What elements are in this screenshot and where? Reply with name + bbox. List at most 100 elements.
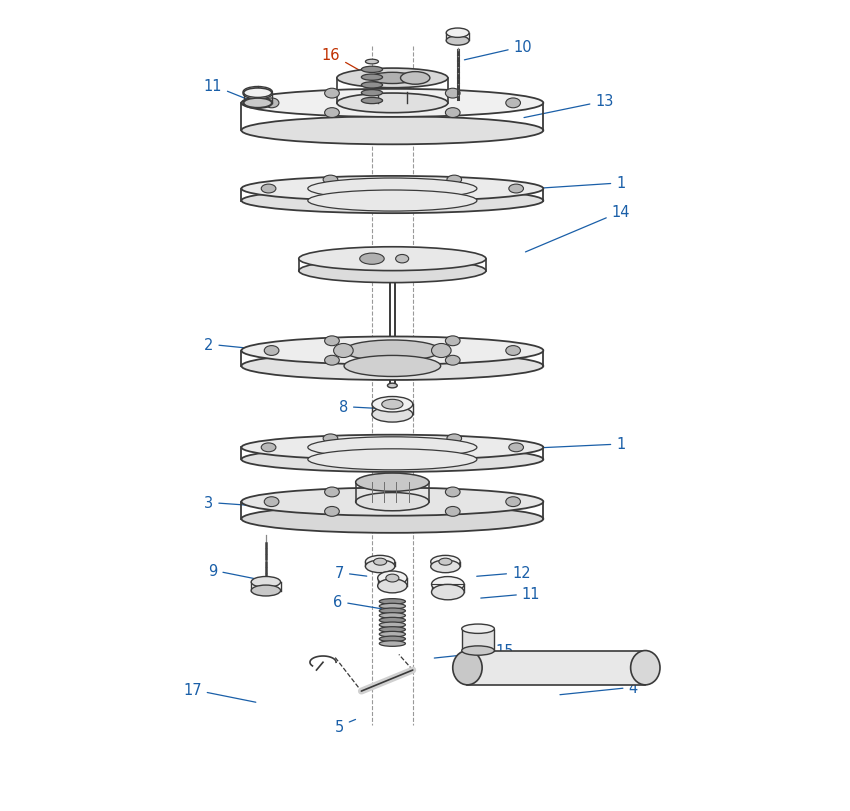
Ellipse shape <box>447 453 462 461</box>
Ellipse shape <box>447 176 462 185</box>
Ellipse shape <box>298 247 486 271</box>
Ellipse shape <box>361 83 382 89</box>
Ellipse shape <box>308 191 477 212</box>
Ellipse shape <box>386 574 399 582</box>
Ellipse shape <box>445 337 460 346</box>
Ellipse shape <box>241 337 543 365</box>
Ellipse shape <box>264 99 279 109</box>
Ellipse shape <box>308 449 477 470</box>
Ellipse shape <box>264 497 279 507</box>
Ellipse shape <box>344 356 440 377</box>
Ellipse shape <box>431 556 460 569</box>
Ellipse shape <box>308 178 477 200</box>
Ellipse shape <box>252 577 280 588</box>
Ellipse shape <box>244 89 272 98</box>
Ellipse shape <box>361 75 382 81</box>
Ellipse shape <box>244 99 272 109</box>
Ellipse shape <box>372 397 413 413</box>
Ellipse shape <box>366 60 378 65</box>
Ellipse shape <box>379 599 405 604</box>
Ellipse shape <box>360 254 384 265</box>
Ellipse shape <box>243 88 272 98</box>
Ellipse shape <box>355 474 429 491</box>
Text: 8: 8 <box>339 400 384 414</box>
Ellipse shape <box>379 608 405 614</box>
Text: 15: 15 <box>434 643 514 659</box>
Ellipse shape <box>372 407 413 423</box>
Ellipse shape <box>325 507 339 517</box>
Ellipse shape <box>379 637 405 642</box>
Ellipse shape <box>374 559 387 565</box>
Ellipse shape <box>379 632 405 637</box>
Ellipse shape <box>395 255 409 264</box>
Ellipse shape <box>400 72 430 85</box>
Ellipse shape <box>243 89 272 100</box>
Text: 9: 9 <box>208 563 261 580</box>
Ellipse shape <box>379 627 405 633</box>
Ellipse shape <box>241 447 543 472</box>
Text: 2: 2 <box>204 337 284 352</box>
Ellipse shape <box>325 109 339 118</box>
Ellipse shape <box>261 185 276 194</box>
Ellipse shape <box>241 177 543 202</box>
Ellipse shape <box>432 577 464 592</box>
Ellipse shape <box>323 435 337 444</box>
Ellipse shape <box>325 356 339 366</box>
Ellipse shape <box>445 507 460 517</box>
Text: 16: 16 <box>322 48 377 81</box>
Ellipse shape <box>445 487 460 497</box>
Ellipse shape <box>447 435 462 444</box>
Ellipse shape <box>379 641 405 646</box>
Text: 14: 14 <box>525 205 630 252</box>
Text: 5: 5 <box>335 719 355 734</box>
Text: 6: 6 <box>333 594 382 609</box>
Ellipse shape <box>241 488 543 516</box>
Ellipse shape <box>325 337 339 346</box>
Ellipse shape <box>241 505 543 533</box>
Ellipse shape <box>431 560 460 573</box>
Ellipse shape <box>439 559 452 565</box>
Ellipse shape <box>366 560 394 573</box>
Ellipse shape <box>446 29 469 38</box>
Ellipse shape <box>509 444 524 453</box>
Text: 17: 17 <box>183 682 256 702</box>
Ellipse shape <box>241 353 543 380</box>
Bar <box>462 629 495 650</box>
Ellipse shape <box>445 89 460 99</box>
Ellipse shape <box>370 73 415 84</box>
Ellipse shape <box>241 117 543 145</box>
Ellipse shape <box>325 89 339 99</box>
Ellipse shape <box>308 437 477 458</box>
Ellipse shape <box>379 618 405 623</box>
Ellipse shape <box>241 189 543 214</box>
Ellipse shape <box>388 384 397 388</box>
Ellipse shape <box>241 436 543 461</box>
Text: 3: 3 <box>204 496 284 510</box>
Ellipse shape <box>453 650 482 685</box>
Ellipse shape <box>325 487 339 497</box>
Ellipse shape <box>344 341 440 362</box>
Ellipse shape <box>241 90 543 118</box>
Text: 10: 10 <box>464 40 532 61</box>
Ellipse shape <box>361 98 382 105</box>
Ellipse shape <box>337 94 448 114</box>
Text: 11: 11 <box>204 79 261 105</box>
Ellipse shape <box>446 36 469 46</box>
Text: 4: 4 <box>560 680 638 695</box>
Ellipse shape <box>366 556 394 569</box>
Ellipse shape <box>333 344 354 358</box>
Ellipse shape <box>361 91 382 97</box>
Text: 1: 1 <box>541 176 626 191</box>
Ellipse shape <box>264 346 279 356</box>
Ellipse shape <box>379 613 405 619</box>
Ellipse shape <box>447 194 462 203</box>
Ellipse shape <box>323 194 337 203</box>
Ellipse shape <box>323 176 337 185</box>
Ellipse shape <box>379 622 405 628</box>
Ellipse shape <box>509 185 524 194</box>
Ellipse shape <box>355 493 429 511</box>
Text: 1: 1 <box>541 437 626 452</box>
Text: 13: 13 <box>524 94 614 118</box>
Ellipse shape <box>506 99 520 109</box>
Ellipse shape <box>631 650 660 685</box>
